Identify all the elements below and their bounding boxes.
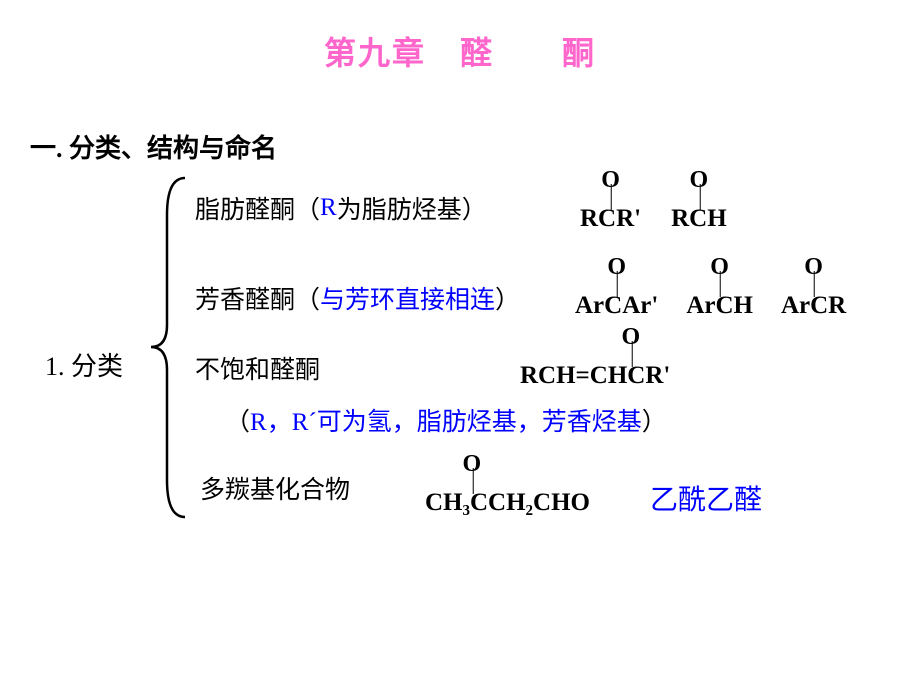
brace-icon: [145, 175, 195, 520]
formula: O|| ArCH: [686, 255, 753, 318]
formula: O|| CH₃CCH₂CHO: [425, 452, 590, 515]
formula-group-2: O|| ArCAr' O|| ArCH O|| ArCR: [575, 255, 846, 318]
row-unsat-note: （ R，R´可为氢，脂肪烃基，芳香烃基 ）: [225, 402, 667, 438]
row-aliphatic: 脂肪醛酮（ R 为脂肪烃基）: [195, 190, 487, 226]
text-blue: R，R´可为氢，脂肪烃基，芳香烃基: [250, 402, 642, 438]
text: 脂肪醛酮（: [195, 190, 320, 226]
text: 多羰基化合物: [200, 470, 350, 506]
formula-group-4: O|| CH₃CCH₂CHO: [425, 452, 590, 515]
text: ）: [495, 280, 520, 316]
formula: O|| RCH=CHCR': [520, 325, 670, 388]
category-label: 1. 分类: [45, 346, 123, 383]
section-heading: 一. 分类、结构与命名: [30, 128, 277, 165]
chapter-title: 第九章 醛 酮: [0, 0, 920, 74]
text: ）: [642, 402, 667, 438]
text-blue: 与芳环直接相连: [320, 280, 495, 316]
row-aromatic: 芳香醛酮（ 与芳环直接相连 ）: [195, 280, 520, 316]
row-unsaturated: 不饱和醛酮: [195, 350, 320, 386]
text-r: R: [320, 194, 337, 222]
formula: O|| RCH: [671, 168, 727, 231]
text: 为脂肪烃基）: [337, 190, 487, 226]
row-polycarbonyl: 多羰基化合物: [200, 470, 350, 506]
text: 不饱和醛酮: [195, 350, 320, 386]
text: 芳香醛酮（: [195, 280, 320, 316]
formula: O|| RCR': [580, 168, 641, 231]
compound-name: 乙酰乙醛: [650, 478, 762, 518]
formula: O|| ArCAr': [575, 255, 658, 318]
formula-group-1: O|| RCR' O|| RCH: [580, 168, 727, 231]
formula-group-3: O|| RCH=CHCR': [520, 325, 670, 388]
text: （: [225, 402, 250, 438]
formula: O|| ArCR: [781, 255, 846, 318]
